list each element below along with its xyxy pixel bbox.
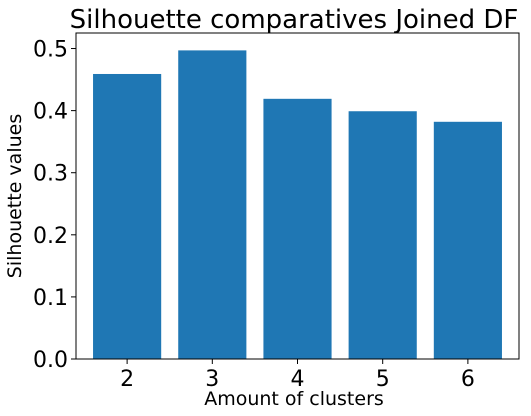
bar-4 (263, 98, 332, 359)
y-tick-label: 0.4 (33, 100, 68, 125)
plot-frame (75, 32, 520, 360)
x-tick-label: 2 (120, 367, 134, 392)
y-tick-label: 0.1 (33, 286, 68, 311)
y-tick-label: 0.2 (33, 224, 68, 249)
x-tick-label: 5 (376, 367, 390, 392)
bars-group (93, 50, 502, 360)
x-axis-label: Amount of clusters (204, 388, 384, 410)
y-tick-label: 0.3 (33, 162, 68, 187)
bar-2 (93, 73, 162, 360)
y-axis-ticks: 0.0 0.1 0.2 0.3 0.4 0.5 (33, 38, 76, 373)
x-tick-label: 4 (291, 367, 305, 392)
y-tick-label: 0.5 (33, 38, 68, 63)
x-tick-label: 6 (461, 367, 475, 392)
chart-title: Silhouette comparatives Joined DF (70, 5, 519, 35)
y-axis-label: Silhouette values (4, 114, 26, 278)
bar-5 (348, 111, 417, 360)
x-tick-label: 3 (205, 367, 219, 392)
y-tick-label: 0.0 (33, 348, 68, 373)
bar-3 (178, 50, 247, 360)
x-axis-ticks: 2 3 4 5 6 (120, 359, 475, 392)
bar-6 (433, 121, 502, 359)
